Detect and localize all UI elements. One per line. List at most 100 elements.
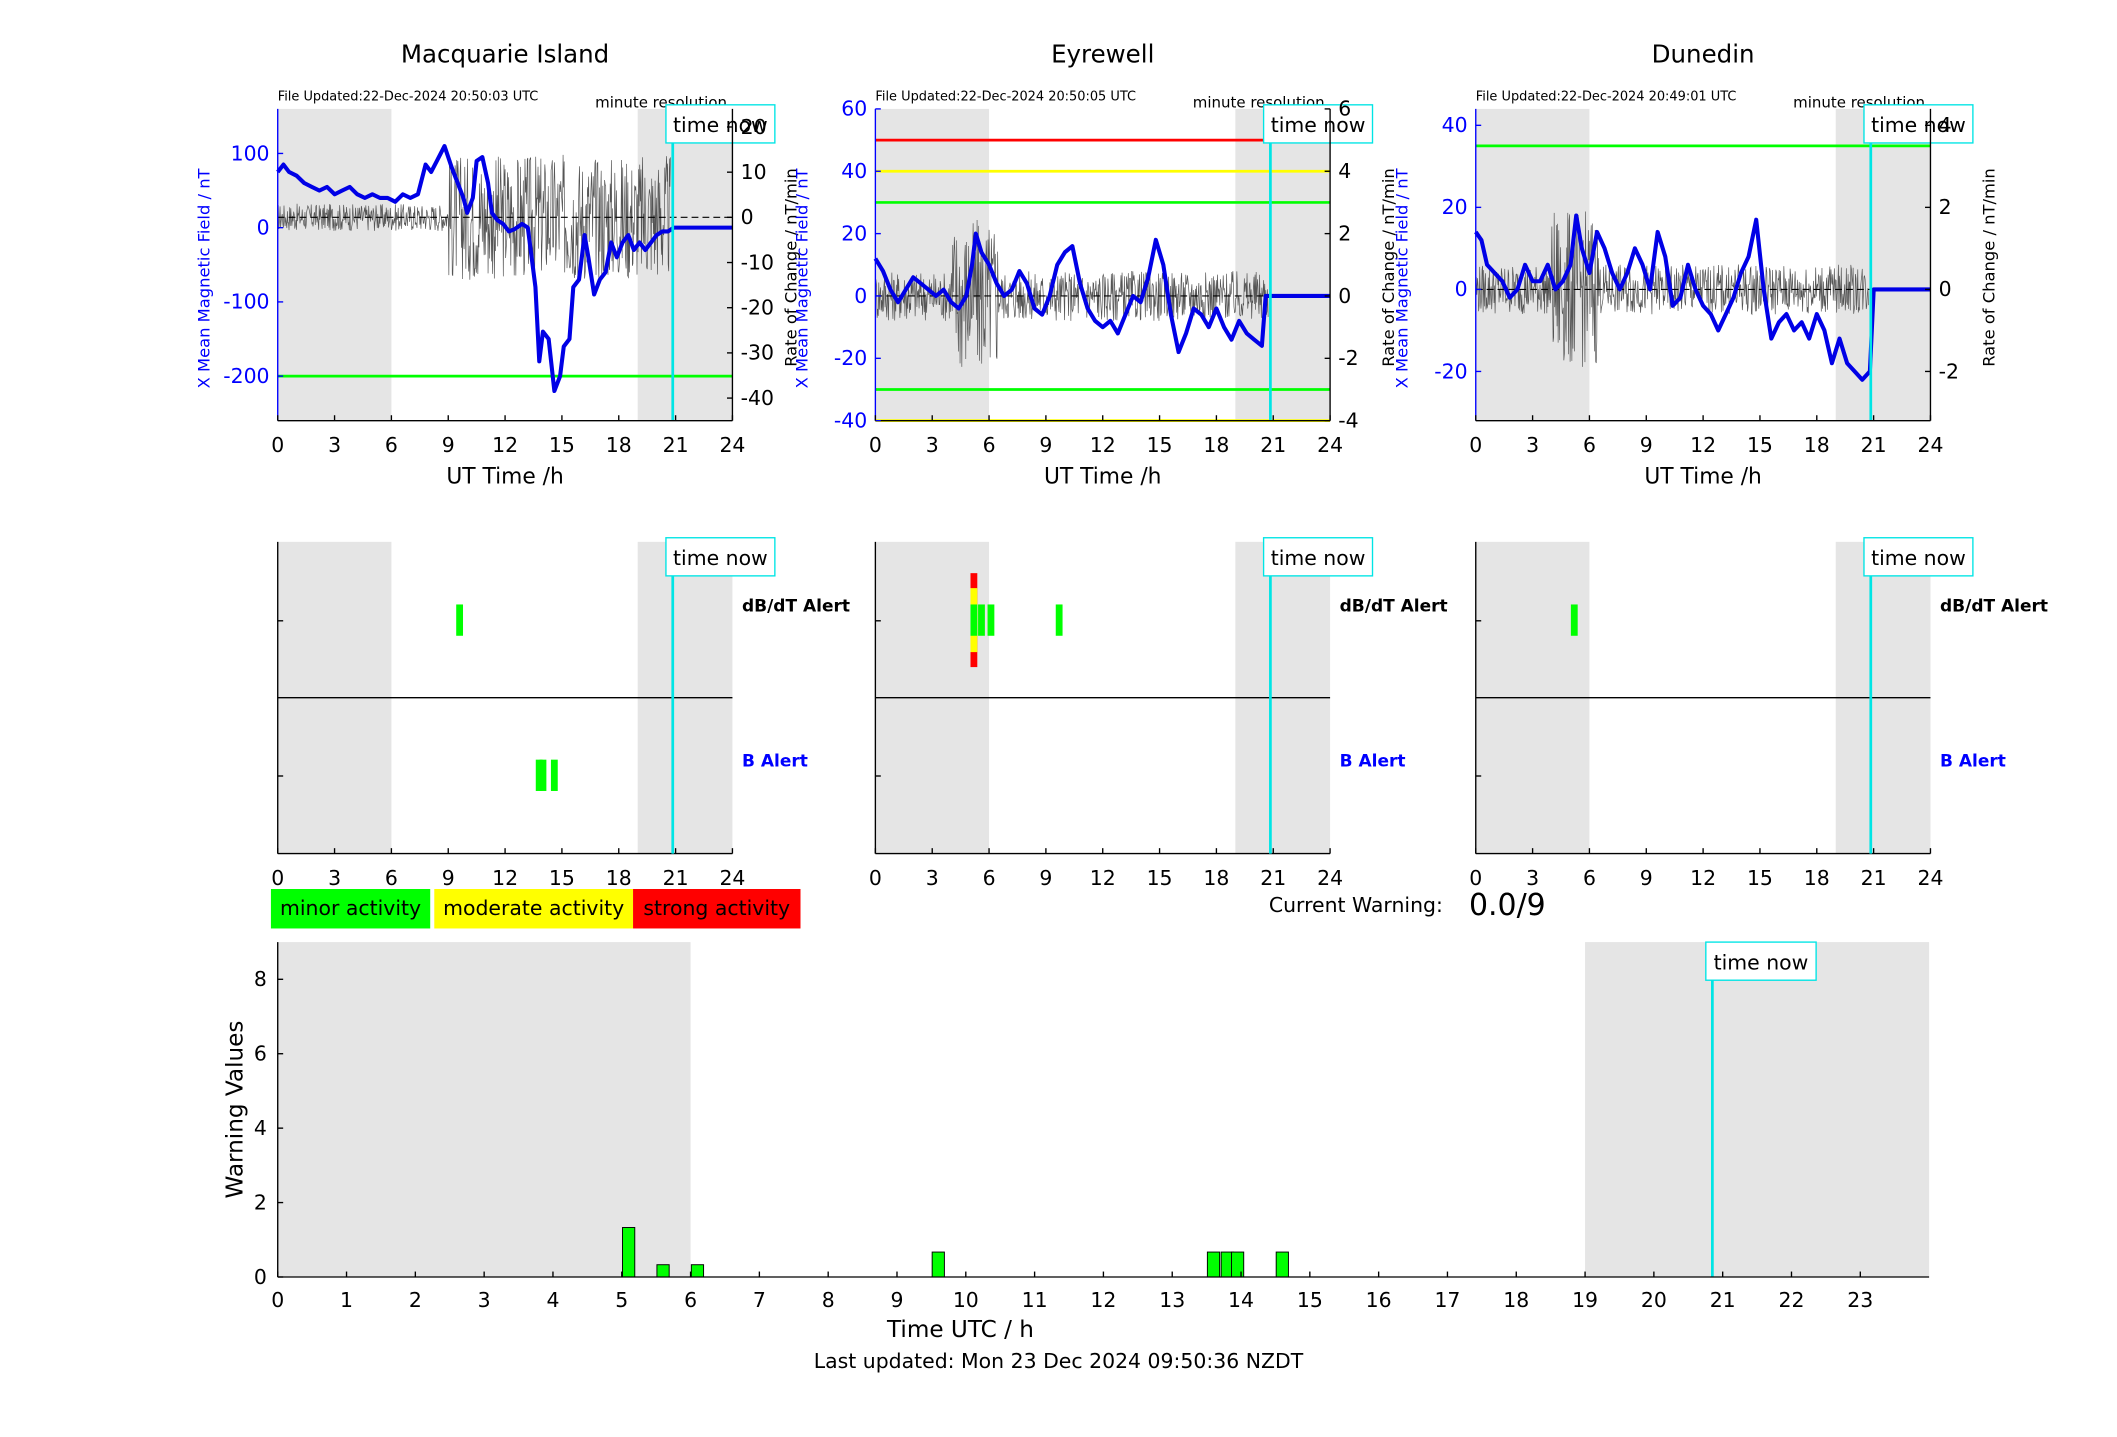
- alert-x-tick-label: 0: [869, 866, 882, 890]
- x-tick-label: 9: [1640, 433, 1653, 457]
- x-axis-label: UT Time /h: [1044, 464, 1161, 489]
- warning-time-now-box: [1705, 941, 1817, 981]
- warning-x-tick-label: 14: [1228, 1288, 1254, 1312]
- legend-strong: strong activity: [633, 888, 801, 929]
- x-tick-label: 18: [1203, 433, 1229, 457]
- warning-x-tick-label: 16: [1366, 1288, 1392, 1312]
- dbdt-alert-label: dB/dT Alert: [1340, 596, 1448, 616]
- alert-x-tick-label: 6: [983, 866, 996, 890]
- alert-x-tick-label: 9: [1640, 866, 1653, 890]
- magnetic-field-trace: [1474, 213, 1931, 382]
- x-tick-label: 3: [1526, 433, 1539, 457]
- right-tick-label: 20: [741, 115, 767, 139]
- alert-time-now-label: time now: [673, 546, 768, 570]
- rate-of-change-trace: [277, 154, 671, 280]
- left-tick-label: -20: [1434, 359, 1467, 383]
- warning-x-tick-label: 21: [1710, 1288, 1736, 1312]
- right-tick-label: -10: [741, 250, 774, 274]
- x-axis-label: UT Time /h: [1644, 464, 1761, 489]
- right-tick-label: 2: [1939, 195, 1952, 219]
- alert-x-tick-label: 0: [1469, 866, 1482, 890]
- night-band: [1835, 108, 1931, 421]
- current-warning-value: 0.0/9: [1468, 888, 1546, 924]
- last-updated: Last updated: Mon 23 Dec 2024 09:50:36 N…: [813, 1349, 1304, 1374]
- right-tick-label: 0: [741, 205, 754, 229]
- x-tick-label: 21: [1260, 433, 1286, 457]
- warning-bar: [1275, 1251, 1289, 1278]
- alert-x-tick-label: 6: [385, 866, 398, 890]
- warning-bar: [931, 1251, 945, 1278]
- alert-x-tick-label: 15: [1747, 866, 1773, 890]
- alert-x-tick-label: 9: [1039, 866, 1052, 890]
- b-alert-label: B Alert: [742, 751, 808, 771]
- warning-bar: [690, 1264, 705, 1278]
- x-tick-label: 9: [442, 433, 455, 457]
- left-tick-label: 40: [841, 159, 867, 183]
- x-axis-label: UT Time /h: [446, 464, 563, 489]
- time-now-box: [1863, 104, 1974, 144]
- right-tick-label: 10: [741, 160, 767, 184]
- warning-x-tick-label: 3: [478, 1288, 491, 1312]
- right-tick-label: 6: [1338, 97, 1351, 121]
- left-axis-label: X Mean Magnetic Field / nT: [1393, 167, 1412, 388]
- time-now-box: [665, 104, 776, 144]
- station-title: Eyrewell: [1051, 40, 1154, 69]
- left-tick-label: -200: [223, 364, 269, 388]
- x-tick-label: 15: [1747, 433, 1773, 457]
- night-band: [277, 108, 392, 421]
- left-tick-label: 0: [1455, 277, 1468, 301]
- legend-minor: minor activity: [270, 888, 431, 929]
- alert-x-tick-label: 21: [663, 866, 689, 890]
- night-band: [1235, 108, 1331, 421]
- warning-x-tick-label: 6: [684, 1288, 697, 1312]
- right-tick-label: -2: [1939, 359, 1959, 383]
- warning-x-tick-label: 15: [1297, 1288, 1323, 1312]
- warning-night-band: [277, 942, 691, 1277]
- warning-x-tick-label: 12: [1090, 1288, 1116, 1312]
- alert-x-tick-label: 3: [328, 866, 341, 890]
- alert-time-now-box: [1863, 537, 1974, 577]
- warning-x-tick-label: 11: [1022, 1288, 1048, 1312]
- dbdt-alert-bar: [978, 604, 985, 636]
- alert-x-tick-label: 24: [1317, 866, 1343, 890]
- x-tick-label: 24: [1917, 433, 1943, 457]
- alert-x-tick-label: 12: [1090, 866, 1116, 890]
- warning-x-tick-label: 7: [753, 1288, 766, 1312]
- dbdt-alert-label: dB/dT Alert: [742, 596, 850, 616]
- alert-x-tick-label: 3: [926, 866, 939, 890]
- warning-x-tick-label: 10: [953, 1288, 979, 1312]
- left-axis-label: X Mean Magnetic Field / nT: [792, 167, 811, 388]
- x-tick-label: 0: [869, 433, 882, 457]
- warning-x-tick-label: 8: [822, 1288, 835, 1312]
- alert-x-tick-label: 12: [492, 866, 518, 890]
- warning-x-tick-label: 23: [1847, 1288, 1873, 1312]
- alert-x-tick-label: 3: [1526, 866, 1539, 890]
- right-axis-label: Rate of Change / nT/min: [1979, 168, 1998, 367]
- alert-x-tick-label: 18: [606, 866, 632, 890]
- b-alert-bar: [550, 759, 558, 791]
- alert-x-tick-label: 15: [549, 866, 575, 890]
- warning-x-tick-label: 17: [1434, 1288, 1460, 1312]
- right-tick-label: -2: [1338, 346, 1358, 370]
- warning-x-tick-label: 5: [615, 1288, 628, 1312]
- left-axis-label: X Mean Magnetic Field / nT: [195, 167, 214, 388]
- left-tick-label: 100: [231, 141, 270, 165]
- x-tick-label: 0: [1469, 433, 1482, 457]
- warning-bar: [1230, 1251, 1245, 1278]
- left-tick-label: 40: [1442, 113, 1468, 137]
- b-alert-bar: [539, 759, 547, 791]
- left-tick-label: -40: [834, 408, 867, 432]
- x-tick-label: 15: [549, 433, 575, 457]
- x-tick-label: 24: [719, 433, 745, 457]
- warning-y-tick-label: 2: [254, 1190, 267, 1214]
- warning-x-tick-label: 19: [1572, 1288, 1598, 1312]
- alert-x-tick-label: 18: [1804, 866, 1830, 890]
- file-updated-text: File Updated:22-Dec-2024 20:50:03 UTC: [278, 90, 539, 105]
- right-tick-label: 0: [1939, 277, 1952, 301]
- warning-bar: [1206, 1251, 1221, 1278]
- warning-x-axis-label: Time UTC / h: [886, 1317, 1034, 1343]
- left-tick-label: 0: [257, 215, 270, 239]
- left-tick-label: 60: [841, 97, 867, 121]
- right-tick-label: 2: [1338, 221, 1351, 245]
